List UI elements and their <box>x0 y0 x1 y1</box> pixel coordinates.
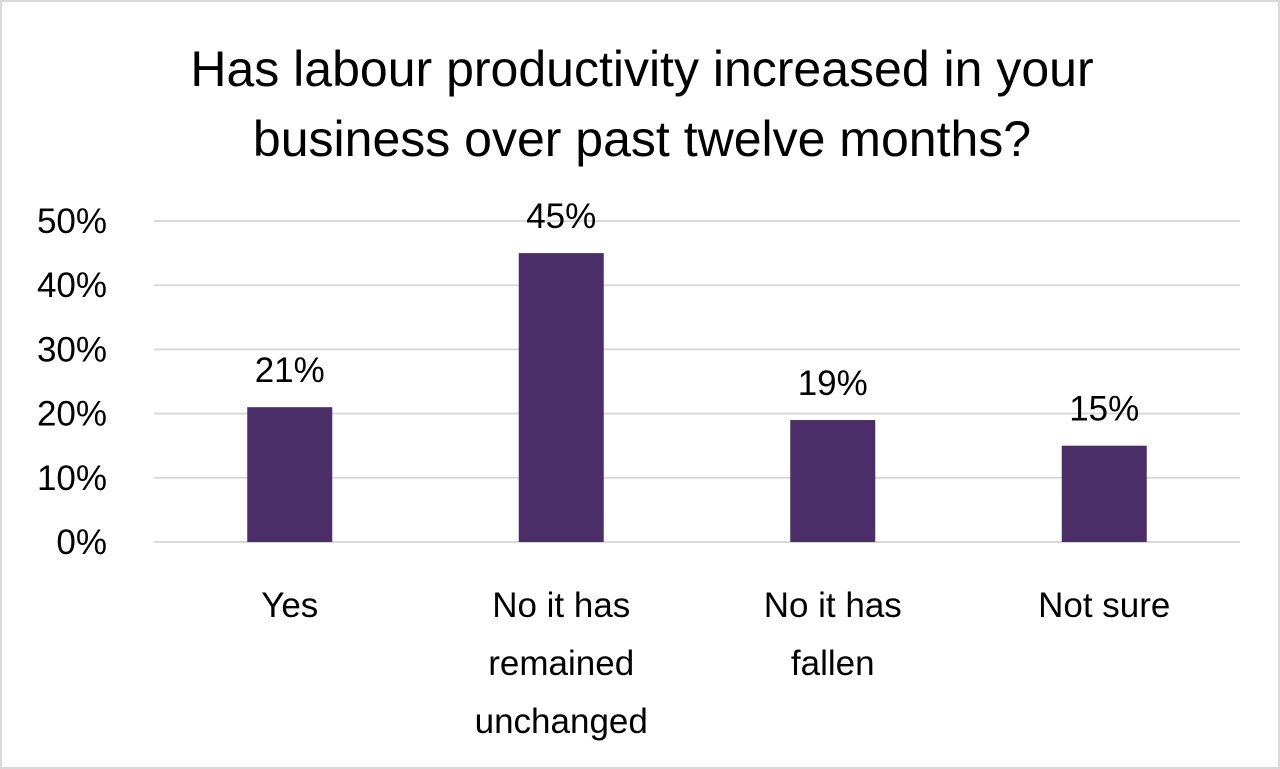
x-category-label-line: No it has <box>764 586 902 625</box>
chart-title: Has labour productivity increased in you… <box>190 41 1094 167</box>
bar <box>247 407 333 542</box>
data-label: 45% <box>526 197 596 236</box>
x-category-label: No it has remained unchanged <box>475 586 648 741</box>
y-tick-label: 10% <box>37 459 107 498</box>
data-label: 19% <box>798 364 868 403</box>
bar <box>790 420 876 542</box>
x-category-label: Not sure <box>1038 586 1170 625</box>
x-category-label-line: No it has <box>492 586 630 625</box>
x-category-label-line: remained <box>488 644 634 683</box>
gridlines <box>154 220 1240 543</box>
y-axis-tick-labels: 0% 10% 20% 30% 40% 50% <box>37 202 107 562</box>
x-category-label-line: Yes <box>261 586 318 625</box>
x-category-label: Yes <box>261 586 318 625</box>
bar <box>518 253 604 542</box>
bar <box>1061 445 1147 542</box>
x-category-label-line: Not sure <box>1038 586 1170 625</box>
x-category-label: No it has fallen <box>764 586 902 683</box>
data-label: 15% <box>1069 390 1139 429</box>
x-category-label-line: unchanged <box>475 702 648 741</box>
bars <box>247 253 1147 542</box>
y-tick-label: 30% <box>37 330 107 369</box>
y-tick-label: 0% <box>56 523 107 562</box>
data-labels: 21% 45% 19% 15% <box>255 197 1140 429</box>
y-tick-label: 40% <box>37 266 107 305</box>
x-category-label-line: fallen <box>791 644 875 683</box>
data-label: 21% <box>255 351 325 390</box>
x-axis-category-labels: Yes No it has remained unchanged No it has fa… <box>261 586 1170 741</box>
y-tick-label: 20% <box>37 395 107 434</box>
y-tick-label: 50% <box>37 202 107 241</box>
